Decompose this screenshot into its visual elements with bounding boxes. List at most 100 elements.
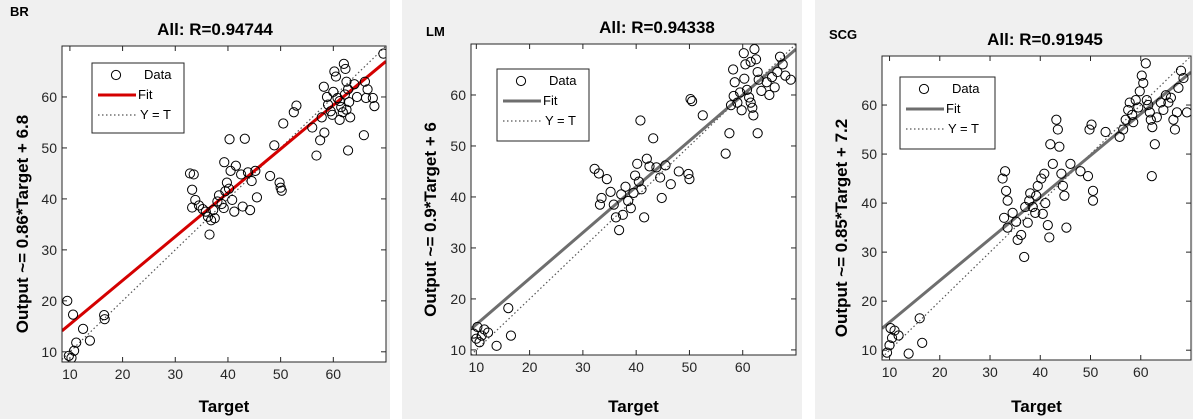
data-point (1031, 190, 1042, 201)
x-tick-label: 40 (628, 359, 644, 375)
data-point (1138, 77, 1149, 89)
data-point (761, 77, 772, 88)
data-point (1086, 119, 1097, 130)
data-point (474, 337, 485, 348)
data-point (1030, 207, 1041, 219)
x-tick-label: 10 (469, 359, 485, 375)
data-point (1075, 166, 1086, 177)
data-point (1016, 229, 1027, 241)
y-axis-label: Output ~= 0.86*Target + 6.8 (13, 115, 32, 333)
scatter-plot-br: BR All: R=0.94744 10 20 30 40 50 60 10 20 30 40 50 60… (10, 4, 387, 416)
panel-tag: SCG (829, 27, 857, 42)
data-point (1144, 107, 1155, 118)
data-point (1059, 190, 1070, 201)
data-point (687, 96, 698, 107)
x-tick-label: 40 (1032, 364, 1048, 380)
x-tick-label: 20 (522, 359, 538, 375)
data-point (885, 323, 896, 334)
data-point (1024, 195, 1035, 206)
data-point (1173, 82, 1184, 93)
data-point (1047, 158, 1058, 169)
data-point (1141, 95, 1152, 106)
axes-frame (61, 45, 387, 363)
data-point (1149, 139, 1160, 150)
data-point (288, 107, 299, 118)
data-point (319, 127, 330, 138)
data-point (224, 134, 235, 145)
data-point (728, 90, 739, 102)
scatter-plot-lm: LM All: R=0.94338 10 20 30 40 50 60 10 20 30 40 50 60… (421, 18, 797, 416)
data-point (1002, 195, 1013, 206)
data-point (884, 340, 895, 351)
data-point (1087, 185, 1099, 196)
data-point (227, 194, 238, 206)
data-point (1040, 197, 1051, 209)
y-tick-label: 60 (861, 97, 877, 113)
y-tick-label: 20 (41, 293, 57, 309)
data-point (190, 194, 201, 206)
axes-frame (470, 43, 797, 356)
data-point (204, 229, 215, 240)
data-point (345, 112, 356, 123)
data-point (367, 92, 378, 104)
legend-box (91, 62, 185, 134)
data-point (239, 133, 250, 144)
data-point (1022, 217, 1033, 228)
data-point (720, 148, 731, 159)
data-point (728, 64, 739, 75)
data-point (1143, 99, 1154, 111)
data-point (1128, 117, 1139, 128)
data-point (321, 91, 333, 103)
data-point (1175, 65, 1187, 76)
data-point (349, 79, 360, 90)
data-point (200, 206, 211, 217)
data-point (71, 337, 82, 348)
data-point (1124, 97, 1135, 108)
data-point (230, 160, 241, 171)
data-point (278, 118, 289, 129)
data-point (1134, 86, 1145, 97)
x-tick-label: 30 (575, 359, 591, 375)
data-point (251, 192, 263, 203)
data-point (724, 128, 735, 139)
data-point (360, 92, 372, 104)
legend-fit-label: Fit (138, 87, 153, 102)
data-point (99, 314, 110, 325)
x-axis-label: Target (199, 397, 250, 416)
data-point (1178, 72, 1189, 84)
chart-title: All: R=0.94744 (157, 20, 273, 39)
data-point (1082, 171, 1094, 182)
data-point (225, 165, 236, 176)
data-point (738, 48, 749, 59)
x-tick-label: 60 (1133, 364, 1149, 380)
data-point (202, 211, 214, 222)
data-point (69, 345, 80, 356)
data-point (648, 133, 659, 144)
data-point (1118, 124, 1129, 135)
data-point (764, 89, 775, 101)
y-tick-label: 40 (450, 189, 466, 205)
legend-fit-label: Fit (946, 101, 961, 116)
data-point (1061, 222, 1072, 233)
data-point (745, 97, 756, 108)
data-point (209, 213, 220, 224)
data-point (188, 169, 199, 180)
data-point (753, 74, 764, 85)
plot-layer (471, 44, 796, 355)
data-point (766, 72, 778, 83)
y-axis-label: Output ~= 0.9*Target + 6 (421, 122, 440, 317)
data-point (886, 332, 898, 344)
legend-data-label: Data (549, 73, 577, 88)
data-point (1025, 188, 1036, 199)
data-point (482, 327, 494, 338)
x-tick-label: 20 (115, 366, 131, 382)
data-point (187, 184, 198, 195)
data-point (683, 168, 694, 180)
panel-tag: BR (10, 4, 29, 19)
data-point (1042, 220, 1053, 231)
y-tick-label: 50 (41, 140, 57, 156)
legend-identity-label: Y = T (948, 121, 979, 136)
data-point (741, 84, 753, 95)
x-tick-label: 20 (932, 364, 948, 380)
data-point (1036, 173, 1047, 184)
